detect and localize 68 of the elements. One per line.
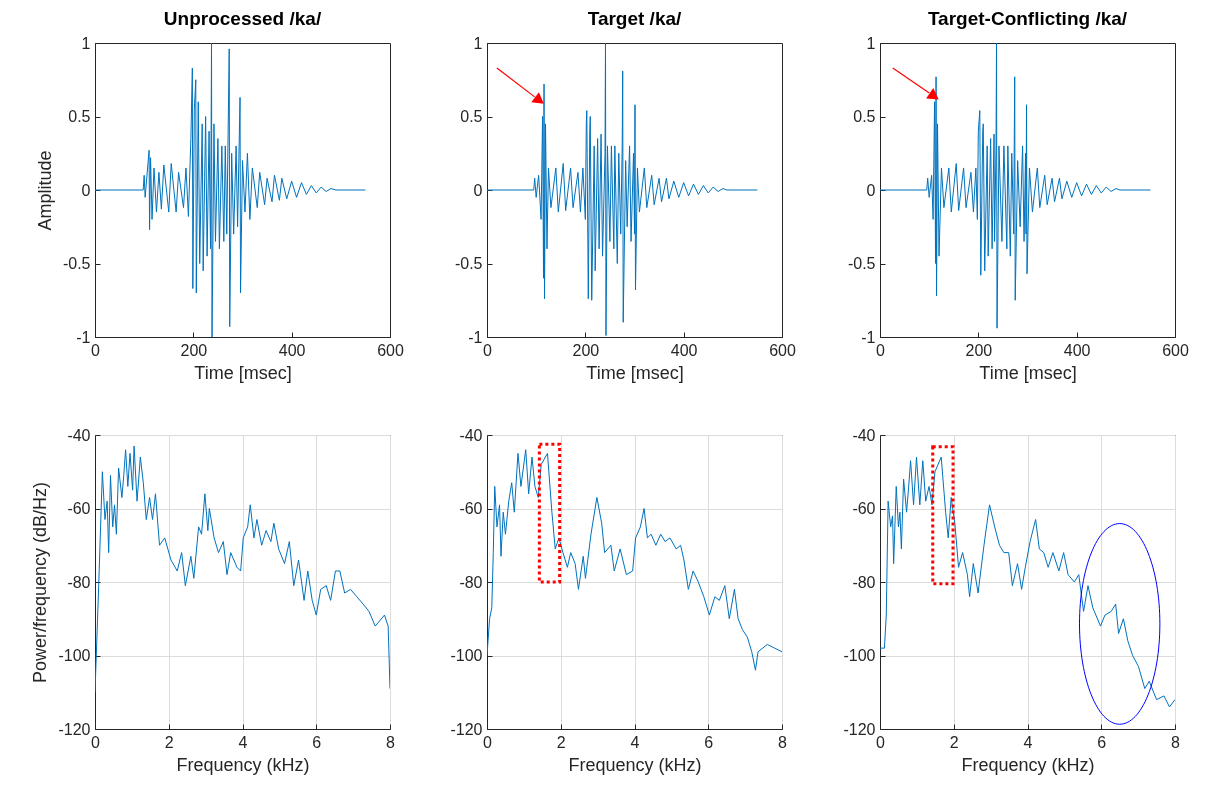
y-tick-label: -60 [459, 500, 483, 517]
y-tick-label: -80 [67, 573, 91, 591]
x-tick-label: 200 [965, 341, 993, 359]
y-tick-label: 0 [473, 181, 483, 199]
y-tick-label: -0.5 [847, 255, 876, 272]
y-tick-label: -40 [852, 426, 876, 444]
x-tick-label: 600 [769, 341, 796, 359]
x-tick-label: 6 [312, 733, 322, 751]
x-tick-label: 8 [386, 733, 396, 751]
x-tick-label: 400 [1063, 341, 1091, 359]
chart-title: Target /ka/ [587, 8, 683, 29]
x-tick-label: 4 [238, 733, 248, 751]
y-tick-label: -120 [58, 720, 91, 738]
x-tick-label: 6 [704, 733, 714, 751]
y-tick-label: -100 [58, 647, 91, 664]
y-tick-label: -60 [67, 500, 91, 517]
line-series [487, 449, 782, 671]
y-tick-label: -80 [459, 573, 483, 591]
x-tick-label: 600 [1162, 341, 1189, 359]
x-axis-title: Time [msec] [979, 362, 1077, 383]
x-tick-label: 600 [377, 341, 404, 359]
x-tick-label: 2 [556, 733, 566, 751]
x-tick-label: 4 [630, 733, 640, 751]
x-tick-label: 4 [1023, 733, 1033, 751]
y-tick-label: 1 [81, 34, 91, 52]
y-tick-label: 0.5 [853, 108, 876, 125]
y-tick-label: -80 [852, 573, 876, 591]
y-tick-label: -1 [76, 328, 91, 346]
x-tick-label: 2 [164, 733, 174, 751]
chart-title: Unprocessed /ka/ [163, 8, 322, 29]
x-axis-title: Time [msec] [586, 362, 684, 383]
x-axis-title: Frequency (kHz) [961, 754, 1095, 775]
y-tick-label: -1 [861, 328, 876, 346]
y-tick-label: -100 [450, 647, 483, 664]
line-series [880, 43, 1151, 329]
y-tick-label: -0.5 [454, 255, 483, 272]
y-axis-title: Amplitude [34, 150, 55, 231]
y-axis-title: Power/frequency (dB/Hz) [30, 481, 51, 684]
y-tick-label: -40 [459, 426, 483, 444]
line-series [95, 445, 390, 693]
x-tick-label: 400 [278, 341, 306, 359]
x-axis-title: Frequency (kHz) [176, 754, 310, 775]
y-tick-label: -1 [468, 328, 483, 346]
x-tick-label: 2 [949, 733, 959, 751]
y-tick-label: -100 [843, 647, 876, 664]
line-series [487, 43, 758, 337]
line-series [95, 43, 366, 337]
y-tick-label: 0 [81, 181, 91, 199]
chart-title: Target-Conflicting /ka/ [927, 8, 1128, 29]
x-tick-label: 200 [572, 341, 600, 359]
y-tick-label: -120 [843, 720, 876, 738]
y-tick-label: -40 [67, 426, 91, 444]
x-axis-title: Frequency (kHz) [568, 754, 702, 775]
x-tick-label: 6 [1097, 733, 1107, 751]
y-tick-label: 0.5 [460, 108, 483, 125]
x-tick-label: 8 [1171, 733, 1181, 751]
y-tick-label: -120 [450, 720, 483, 738]
x-tick-label: 400 [670, 341, 698, 359]
line-series [880, 456, 1175, 708]
x-tick-label: 8 [778, 733, 788, 751]
x-axis-title: Time [msec] [194, 362, 292, 383]
y-tick-label: 1 [866, 34, 876, 52]
y-tick-label: -60 [852, 500, 876, 517]
x-tick-label: 200 [180, 341, 208, 359]
y-tick-label: 0.5 [68, 108, 91, 125]
y-tick-label: 0 [866, 181, 876, 199]
y-tick-label: 1 [473, 34, 483, 52]
y-tick-label: -0.5 [62, 255, 91, 272]
